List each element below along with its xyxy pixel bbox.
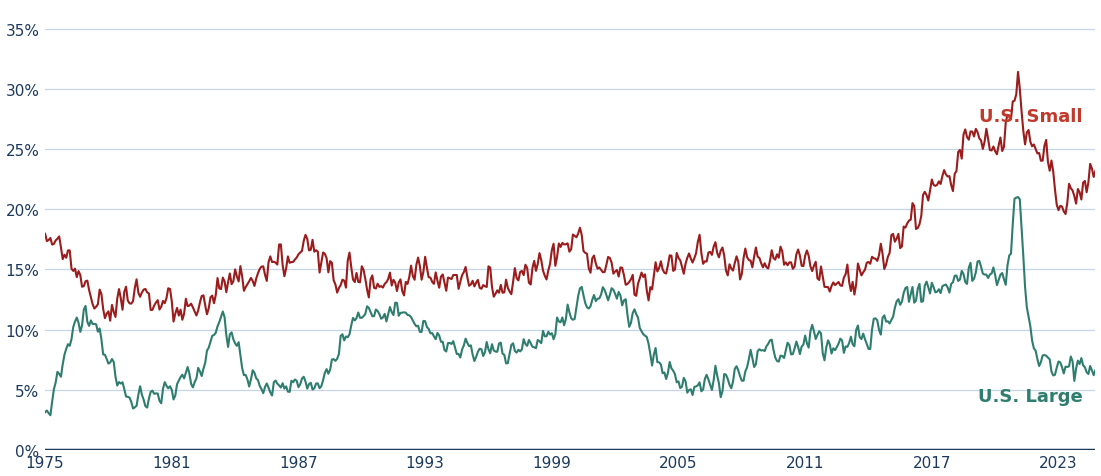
Text: U.S. Large: U.S. Large <box>978 387 1083 406</box>
Text: U.S. Small: U.S. Small <box>980 108 1083 126</box>
